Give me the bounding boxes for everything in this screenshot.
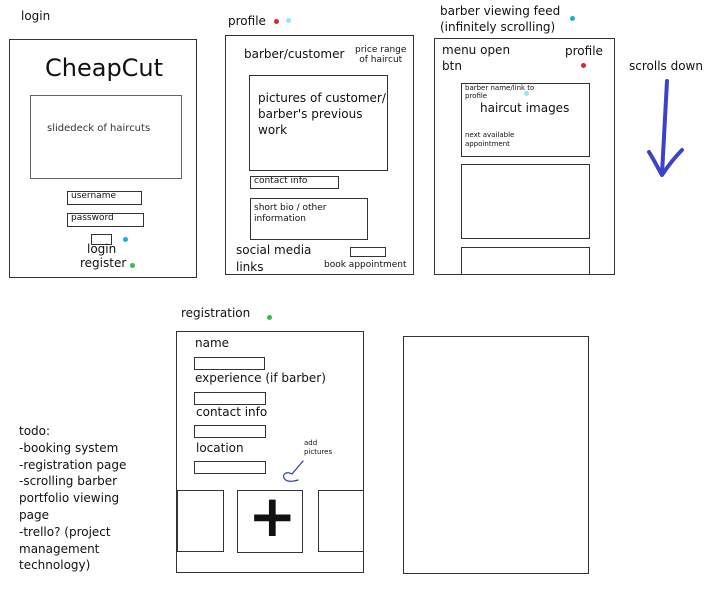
- contact-info-label: contact info: [254, 176, 308, 186]
- login-screen-frame: CheapCut slidedeck of haircuts username …: [9, 39, 197, 278]
- bio-label: short bio / other information: [254, 203, 327, 225]
- password-field[interactable]: password: [67, 213, 144, 227]
- previous-work-gallery[interactable]: pictures of customer/ barber's previous …: [249, 75, 388, 171]
- bio-box: short bio / other information: [250, 198, 368, 240]
- profile-section-label: profile: [228, 14, 266, 28]
- cyan-dot-marker: [286, 18, 291, 23]
- todo-item: -trello? (project management technology): [19, 524, 111, 573]
- app-title: CheapCut: [45, 54, 164, 82]
- login-section-label: login: [21, 9, 51, 23]
- blue-dot-marker: [570, 16, 575, 21]
- green-dot-marker: [267, 315, 272, 320]
- scroll-down-arrow: [647, 79, 684, 177]
- feed-screen-frame: menu open btn profile barber name/link t…: [434, 38, 615, 275]
- name-label: name: [195, 336, 230, 350]
- haircut-images-label: haircut images: [480, 101, 570, 115]
- todo-list: todo: -booking system -registration page…: [19, 423, 131, 574]
- username-placeholder: username: [71, 191, 116, 201]
- registration-screen-frame: name experience (if barber) contact info…: [176, 331, 364, 573]
- username-field[interactable]: username: [67, 191, 142, 205]
- feed-card[interactable]: barber name/link to profile haircut imag…: [461, 83, 590, 157]
- book-appointment-label[interactable]: book appointment: [324, 260, 407, 270]
- blank-screen-frame: [403, 336, 589, 574]
- menu-button[interactable]: menu open btn: [442, 43, 511, 74]
- slideshow-label: slidedeck of haircuts: [47, 123, 151, 134]
- scroll-note: scrolls down: [629, 59, 703, 73]
- role-label: barber/customer: [244, 47, 345, 61]
- login-label[interactable]: login: [87, 242, 117, 256]
- todo-title: todo:: [19, 424, 51, 438]
- login-button[interactable]: [91, 234, 112, 245]
- feed-card[interactable]: [461, 247, 590, 274]
- barber-name-link[interactable]: barber name/link to profile: [465, 84, 535, 101]
- next-appointment-label: next available appointment: [465, 131, 515, 149]
- picture-slot[interactable]: [177, 490, 224, 552]
- contact-info-label: contact info: [196, 405, 268, 419]
- profile-link[interactable]: profile: [565, 44, 603, 58]
- red-dot-marker: [581, 63, 586, 68]
- todo-item: -booking system: [19, 440, 119, 455]
- blue-dot-marker: [123, 237, 128, 242]
- previous-work-label: pictures of customer/ barber's previous …: [258, 91, 386, 138]
- picture-slot[interactable]: [318, 490, 364, 552]
- add-pictures-pointer-icon: [282, 460, 304, 482]
- haircut-slideshow[interactable]: slidedeck of haircuts: [30, 95, 182, 179]
- feed-section-label: barber viewing feed (infinitely scrollin…: [440, 4, 561, 34]
- add-picture-button[interactable]: +: [237, 482, 303, 553]
- profile-screen-frame: barber/customer price range of haircut p…: [225, 35, 414, 275]
- price-range-label: price range of haircut: [355, 45, 407, 66]
- add-pictures-note: add pictures: [304, 439, 333, 457]
- red-dot-marker: [274, 19, 279, 24]
- contact-info-field[interactable]: [194, 425, 266, 438]
- password-placeholder: password: [71, 213, 114, 223]
- todo-item: -registration page: [19, 457, 127, 472]
- name-field[interactable]: [194, 357, 265, 370]
- feed-card[interactable]: [461, 164, 590, 239]
- location-label: location: [196, 441, 244, 455]
- cyan-dot-marker: [524, 91, 529, 96]
- register-link[interactable]: register: [80, 256, 127, 270]
- experience-label: experience (if barber): [195, 371, 326, 385]
- green-dot-marker: [130, 263, 135, 268]
- registration-section-label: registration: [181, 306, 251, 320]
- experience-field[interactable]: [194, 392, 266, 405]
- plus-icon: +: [248, 482, 297, 550]
- book-appointment-button[interactable]: [350, 247, 386, 257]
- todo-item: -scrolling barber portfolio viewing page: [19, 474, 120, 522]
- location-field[interactable]: [194, 461, 266, 474]
- contact-info-box: contact info: [250, 176, 339, 189]
- social-media-links[interactable]: social media links: [236, 243, 312, 274]
